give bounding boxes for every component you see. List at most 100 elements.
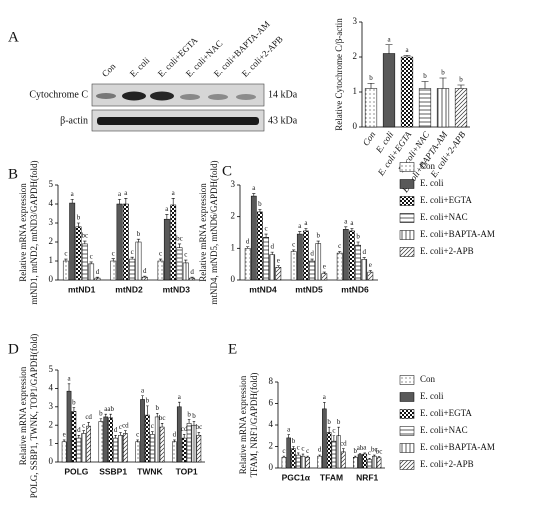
bar <box>157 260 164 281</box>
bar <box>286 437 291 469</box>
error-bar <box>178 401 181 407</box>
bar <box>62 260 69 281</box>
significance-letter: a <box>118 190 122 198</box>
significance-letter: c <box>297 444 300 452</box>
error-bar <box>276 265 280 268</box>
bar <box>357 454 363 469</box>
error-bar <box>190 276 194 279</box>
significance-letter: a <box>298 222 302 230</box>
bar <box>321 273 328 281</box>
error-bar <box>292 249 296 252</box>
significance-letter: c <box>306 447 309 455</box>
significance-letter: c <box>338 242 341 250</box>
significance-letter: b <box>441 69 445 77</box>
x-tick-label: TWNK <box>137 466 163 476</box>
error-bar <box>354 455 357 458</box>
bar <box>94 277 101 281</box>
error-bar <box>292 446 295 449</box>
error-bar <box>344 226 348 230</box>
significance-letter: ab <box>107 405 114 413</box>
significance-letter: bc <box>82 232 89 240</box>
y-axis-label: POLG, SSBP1, TWNK, TOP1/GAPDH(fold) <box>29 334 39 499</box>
error-bar <box>119 432 122 436</box>
bar <box>250 195 257 281</box>
bar <box>341 451 346 469</box>
significance-letter: c <box>184 251 187 259</box>
error-bar <box>136 238 141 242</box>
significance-letter: a <box>344 217 348 225</box>
blot-row-label: β-actin <box>60 115 88 126</box>
error-bar <box>306 455 309 458</box>
legend-swatch <box>399 179 415 189</box>
bar <box>317 455 322 469</box>
legend-label: E. coli+EGTA <box>420 195 472 205</box>
bar <box>113 437 118 463</box>
bar <box>75 226 82 281</box>
error-bar <box>114 435 117 439</box>
bar <box>81 243 88 281</box>
band <box>150 91 174 101</box>
significance-letter: b <box>316 232 320 240</box>
bar <box>182 262 189 281</box>
y-tick-label: 6 <box>269 398 274 408</box>
error-bar <box>323 402 326 409</box>
error-bar <box>287 434 290 438</box>
significance-letter: c <box>119 423 122 431</box>
error-bar <box>117 198 122 204</box>
bar <box>123 433 128 463</box>
significance-letter: a <box>387 35 391 43</box>
significance-letter: c <box>332 426 335 434</box>
bar <box>181 437 187 463</box>
x-tick-label: TOP1 <box>176 466 198 476</box>
significance-letter: b <box>187 410 191 418</box>
bar <box>322 408 327 469</box>
bar <box>372 455 377 469</box>
x-tick-label: PGC1α <box>282 472 311 482</box>
panel-label: A <box>8 29 19 45</box>
error-bar <box>367 82 375 89</box>
band <box>97 117 259 125</box>
significance-letter: b <box>327 418 331 426</box>
band <box>180 94 200 100</box>
band <box>122 91 146 101</box>
legend-swatch <box>399 426 415 436</box>
legend-label: E. coli+BAPTA-AM <box>420 442 495 452</box>
significance-letter: e <box>369 261 372 269</box>
error-bar <box>67 383 71 392</box>
blot-size-label: 43 kDa <box>268 115 298 126</box>
significance-letter: d <box>114 426 118 434</box>
y-axis-label: mtND4, mtND5, mtND6/GAPDH(fold) <box>209 161 219 305</box>
y-tick-label: 2 <box>231 211 236 221</box>
significance-letter: a <box>350 219 354 227</box>
error-bar <box>130 256 134 260</box>
x-tick-label: mtND2 <box>115 284 143 294</box>
y-tick-label: 3 <box>353 16 358 26</box>
legend-swatch <box>399 162 415 172</box>
significance-letter: b <box>99 409 103 417</box>
bar <box>300 455 306 469</box>
western-blot <box>91 83 265 132</box>
blot-row-label: Cytochrome C <box>29 89 88 100</box>
error-bar <box>146 405 149 416</box>
bar <box>295 454 301 469</box>
bar <box>362 453 368 469</box>
legend-swatch <box>399 230 415 240</box>
error-bar <box>356 241 360 246</box>
error-bar <box>104 413 108 417</box>
significance-letter: e <box>277 256 280 264</box>
significance-letter: a <box>71 190 75 198</box>
significance-letter: d <box>310 250 314 258</box>
legend-swatch <box>399 247 415 257</box>
error-bar <box>143 275 147 278</box>
y-axis-label: Relative mRNA expression <box>18 183 28 282</box>
error-bar <box>99 418 103 422</box>
error-bar <box>457 84 465 89</box>
significance-letter: d <box>96 268 100 276</box>
significance-letter: a <box>178 393 182 401</box>
band <box>208 94 228 100</box>
y-tick-label: 4 <box>49 198 54 208</box>
significance-letter: c <box>112 249 115 257</box>
bar <box>76 437 82 463</box>
error-bar <box>337 426 340 436</box>
legend-swatch <box>399 375 415 385</box>
